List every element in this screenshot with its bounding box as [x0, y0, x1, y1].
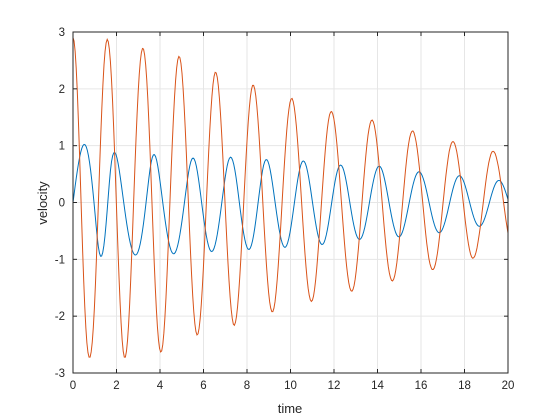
- series-line-2: [73, 37, 508, 358]
- y-tick-label: 1: [59, 141, 65, 153]
- y-tick-label: 3: [59, 27, 65, 39]
- y-tick-label: -3: [55, 368, 65, 380]
- y-tick-label: 2: [59, 84, 65, 96]
- x-tick-label: 6: [200, 380, 206, 392]
- x-tick-label: 8: [244, 380, 250, 392]
- x-tick-label: 16: [415, 380, 428, 392]
- x-tick-label: 18: [458, 380, 471, 392]
- y-tick-label: 0: [59, 198, 65, 210]
- x-tick-label: 12: [328, 380, 341, 392]
- y-tick-label: -1: [55, 254, 65, 266]
- x-tick-label: 20: [502, 380, 515, 392]
- x-axis-label: time: [278, 401, 303, 416]
- y-tick-label: -2: [55, 311, 65, 323]
- y-axis-label: velocity: [35, 181, 50, 225]
- x-tick-label: 0: [70, 380, 76, 392]
- x-tick-label: 4: [157, 380, 164, 392]
- series-line-1: [73, 143, 508, 257]
- series-group: [73, 37, 508, 358]
- x-tick-label: 2: [113, 380, 119, 392]
- x-tick-label: 10: [284, 380, 297, 392]
- x-tick-label: 14: [371, 380, 384, 392]
